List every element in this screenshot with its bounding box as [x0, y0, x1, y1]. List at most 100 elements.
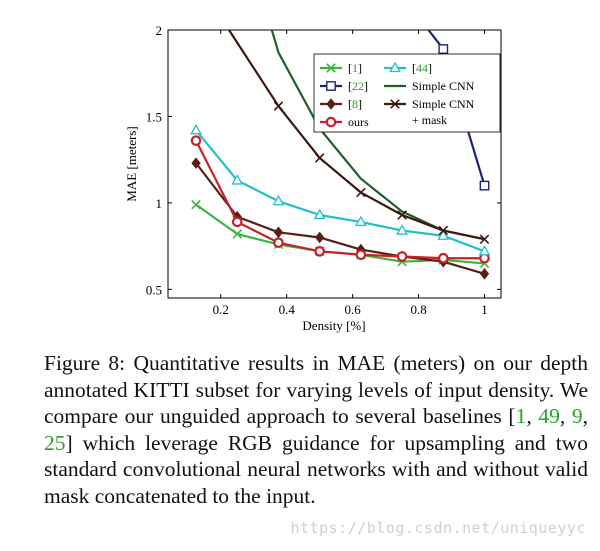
- data-point: [272, 194, 285, 206]
- legend-bracket: [: [412, 61, 416, 75]
- caption-citation[interactable]: 9: [571, 404, 583, 428]
- series-line: [195, 140, 485, 260]
- legend-marker: [326, 98, 336, 110]
- legend-bracket: [: [348, 97, 352, 111]
- series-layer: [190, 30, 491, 280]
- data-point: [314, 153, 325, 163]
- y-tick-label: 1.5: [146, 109, 162, 124]
- marker-stroke: [390, 99, 400, 109]
- data-point: [190, 123, 202, 135]
- data-point: [232, 229, 243, 239]
- marker-stroke: [314, 153, 325, 163]
- legend-marker: [326, 81, 336, 91]
- legend-entry: Simple CNN: [384, 79, 475, 93]
- legend-label: [1]: [348, 61, 362, 75]
- marker-stroke: [397, 210, 407, 220]
- data-point: [479, 267, 490, 280]
- marker-stroke: [326, 63, 336, 73]
- y-tick-label: 0.5: [146, 282, 162, 297]
- series-line: [195, 162, 485, 275]
- legend-marker: [390, 99, 400, 109]
- data-point: [231, 216, 243, 228]
- mae-density-chart: 0.2 0.4 0.6 0.8 1 0.5 1 1.5 2 MAE [meters] Densi…: [124, 23, 502, 333]
- data-point: [313, 208, 326, 220]
- series-group: [228, 30, 490, 244]
- data-point: [273, 226, 284, 239]
- watermark: https://blog.csdn.net/uniqueyyc: [290, 519, 586, 537]
- legend-label: [44]: [412, 61, 432, 75]
- legend-citation: 22: [352, 79, 364, 93]
- legend-bracket: [: [348, 61, 352, 75]
- data-point: [397, 210, 407, 220]
- y-tick-label: 2: [156, 23, 163, 38]
- legend-marker: [326, 63, 336, 73]
- data-point: [315, 231, 325, 244]
- data-point: [437, 229, 450, 240]
- series-group: [190, 123, 491, 256]
- data-point: [438, 225, 449, 236]
- caption-citation[interactable]: 49: [538, 404, 560, 428]
- x-tick-label: 1: [481, 302, 488, 317]
- legend: [1] [44][22] Simple CNN[8] Simple CNN+ mask…: [313, 53, 501, 133]
- data-point: [191, 199, 201, 210]
- caption-text-a: Quantitative results in MAE (meters) on …: [44, 351, 588, 428]
- marker-stroke: [438, 225, 449, 236]
- legend-bracket: ]: [428, 61, 432, 75]
- y-tick-label: 1: [156, 196, 163, 211]
- plot-frame: [167, 29, 502, 299]
- legend-entry: ours: [320, 115, 369, 129]
- marker-stroke: [479, 234, 490, 244]
- caption-citation[interactable]: 1: [515, 404, 527, 428]
- data-point: [438, 252, 449, 264]
- caption-text-b: ] which leverage RGB guidance for upsamp…: [44, 430, 588, 508]
- marker-stroke: [191, 199, 201, 210]
- data-point: [356, 187, 366, 198]
- data-point: [314, 246, 325, 257]
- x-tick-label: 0.8: [410, 302, 426, 317]
- data-point: [191, 157, 201, 169]
- series-group: [427, 30, 490, 191]
- series-group: [190, 135, 490, 264]
- marker-stroke: [273, 101, 284, 111]
- legend-marker: [325, 116, 337, 128]
- legend-bracket: ]: [358, 97, 362, 111]
- x-axis-title: Density [%]: [302, 318, 365, 333]
- legend-label: Simple CNN: [412, 79, 475, 93]
- data-point: [190, 135, 202, 146]
- legend-entry: Simple CNN + mask: [384, 97, 475, 127]
- legend-marker: [389, 61, 401, 73]
- legend-bracket: ]: [358, 61, 362, 75]
- x-tick-label: 0.2: [213, 302, 229, 317]
- legend-bracket: [: [348, 79, 352, 93]
- data-point: [354, 215, 367, 227]
- legend-label: Simple CNN: [412, 97, 475, 111]
- data-point: [273, 101, 284, 111]
- x-tick-label: 0.6: [345, 302, 362, 317]
- legend-citation: 1: [352, 61, 358, 75]
- caption-citation[interactable]: 25: [44, 430, 66, 455]
- data-point: [396, 251, 408, 262]
- legend-label: ours: [348, 115, 369, 129]
- marker-stroke: [232, 229, 243, 239]
- marker-stroke: [356, 187, 366, 198]
- legend-bracket: ]: [364, 79, 368, 93]
- data-point: [479, 234, 490, 244]
- data-point: [231, 174, 244, 185]
- data-point: [478, 244, 491, 256]
- figure-caption: Figure 8: Quantitative results in MAE (m…: [44, 350, 588, 509]
- x-tick-label: 0.4: [279, 302, 296, 317]
- caption-separator: ,: [526, 404, 539, 428]
- data-point: [479, 180, 490, 191]
- legend-label: [22]: [348, 79, 368, 93]
- legend-entry: [1]: [320, 61, 362, 75]
- data-point: [273, 237, 284, 248]
- series-line: [195, 129, 485, 253]
- caption-separator: ,: [582, 404, 589, 428]
- legend-citation: 8: [352, 97, 358, 111]
- data-point: [396, 224, 409, 235]
- y-axis-title: MAE [meters]: [124, 126, 139, 201]
- data-point: [438, 44, 449, 54]
- legend-citation: 44: [416, 61, 428, 75]
- legend-box: [313, 53, 501, 133]
- data-point: [355, 249, 367, 261]
